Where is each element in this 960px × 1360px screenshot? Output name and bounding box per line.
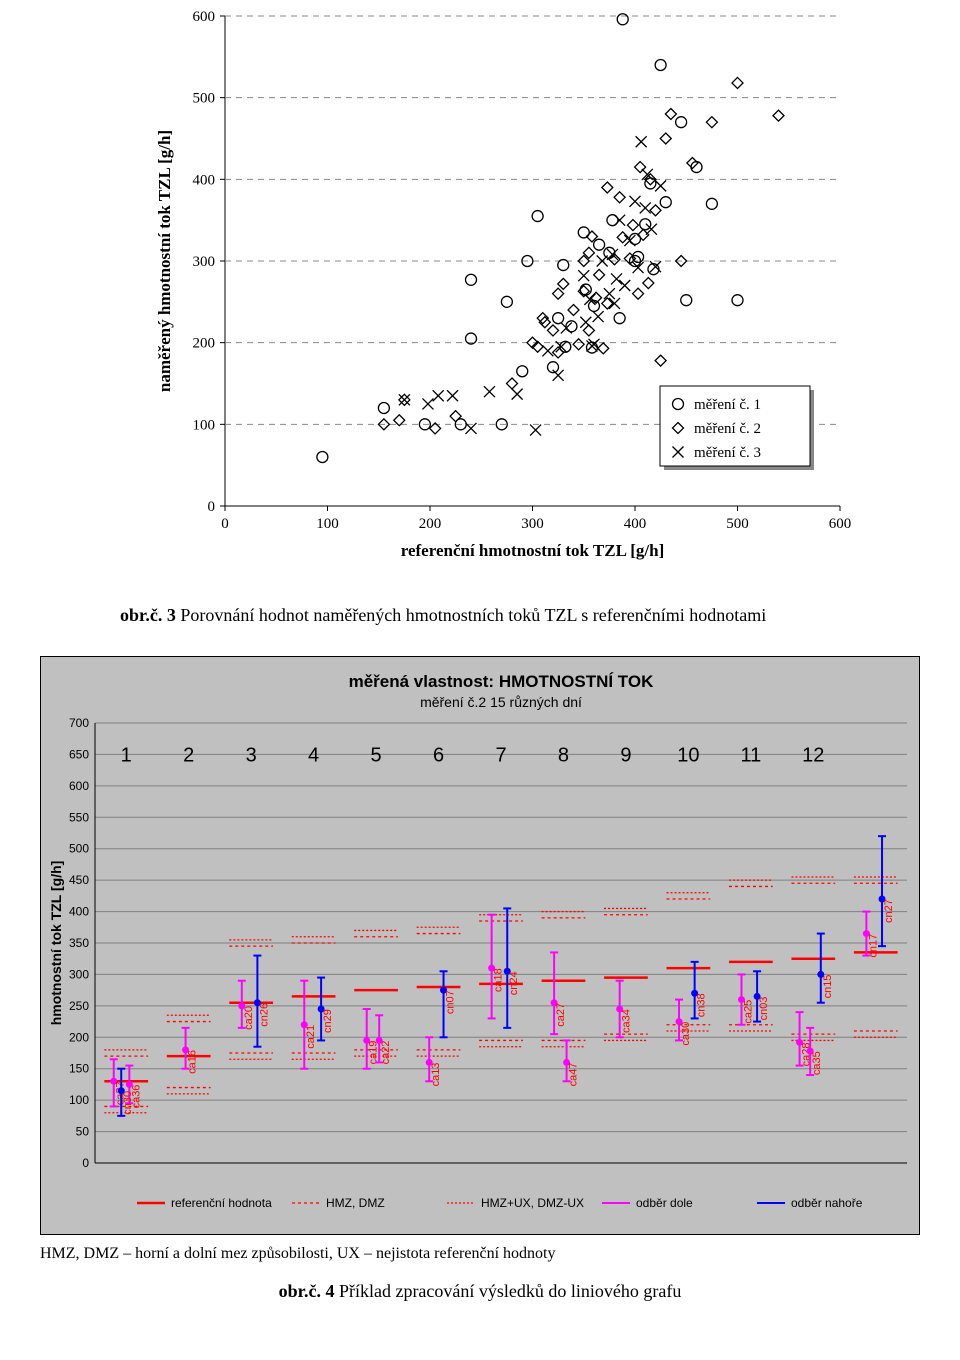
svg-text:2: 2 <box>183 744 194 766</box>
svg-text:měření č.2 15 různých dní: měření č.2 15 různých dní <box>420 694 582 710</box>
svg-text:cn27: cn27 <box>883 899 895 923</box>
svg-text:cn26: cn26 <box>258 1003 270 1027</box>
svg-text:1: 1 <box>121 744 132 766</box>
svg-text:ca47: ca47 <box>568 1063 580 1087</box>
svg-text:HMZ+UX, DMZ-UX: HMZ+UX, DMZ-UX <box>481 1196 584 1210</box>
svg-text:600: 600 <box>69 779 89 793</box>
svg-text:ca18: ca18 <box>493 968 505 992</box>
svg-text:odběr dole: odběr dole <box>636 1196 693 1210</box>
svg-text:200: 200 <box>419 516 442 532</box>
svg-text:100: 100 <box>69 1093 89 1107</box>
svg-text:200: 200 <box>69 1030 89 1044</box>
svg-text:cn38: cn38 <box>696 993 708 1017</box>
svg-text:ca19: ca19 <box>368 1041 380 1065</box>
svg-text:cn24: cn24 <box>508 971 520 995</box>
svg-text:měřená vlastnost: HMOTNOSTNÍ T: měřená vlastnost: HMOTNOSTNÍ TOK <box>349 672 655 691</box>
svg-text:9: 9 <box>620 744 631 766</box>
caption-1-text: Porovnání hodnot naměřených hmotnostních… <box>180 605 766 625</box>
svg-text:cn15: cn15 <box>822 975 834 999</box>
svg-text:hmotnostní tok TZL [g/h]: hmotnostní tok TZL [g/h] <box>48 861 64 1026</box>
svg-text:500: 500 <box>193 91 216 107</box>
svg-text:měření č. 3: měření č. 3 <box>694 445 761 461</box>
svg-text:cn03: cn03 <box>758 997 770 1021</box>
svg-text:cn17: cn17 <box>867 934 879 958</box>
svg-text:250: 250 <box>69 999 89 1013</box>
caption-1: obr.č. 3 Porovnání hodnot naměřených hmo… <box>120 605 920 626</box>
svg-text:cn07: cn07 <box>445 990 457 1014</box>
svg-text:12: 12 <box>802 744 824 766</box>
svg-text:6: 6 <box>433 744 444 766</box>
svg-text:ca22: ca22 <box>380 1041 392 1065</box>
svg-text:600: 600 <box>193 9 216 25</box>
svg-text:650: 650 <box>69 747 89 761</box>
svg-text:naměřený hmotnostní tok TZL [g: naměřený hmotnostní tok TZL [g/h] <box>155 130 174 392</box>
svg-text:3: 3 <box>246 744 257 766</box>
svg-text:ca30: ca30 <box>680 1022 692 1046</box>
svg-text:cn29: cn29 <box>322 1009 334 1033</box>
svg-text:200: 200 <box>193 336 216 352</box>
svg-text:50: 50 <box>76 1125 90 1139</box>
svg-text:10: 10 <box>677 744 699 766</box>
svg-text:300: 300 <box>521 516 544 532</box>
svg-text:450: 450 <box>69 873 89 887</box>
svg-text:ca20: ca20 <box>243 1006 255 1030</box>
svg-text:8: 8 <box>558 744 569 766</box>
svg-text:měření č. 2: měření č. 2 <box>694 421 761 437</box>
svg-text:700: 700 <box>69 716 89 730</box>
svg-text:5: 5 <box>371 744 382 766</box>
caption-1-bold: obr.č. 3 <box>120 605 176 625</box>
svg-text:150: 150 <box>69 1062 89 1076</box>
svg-text:300: 300 <box>193 254 216 270</box>
svg-text:odběr nahoře: odběr nahoře <box>791 1196 863 1210</box>
svg-text:0: 0 <box>82 1156 89 1170</box>
svg-text:500: 500 <box>69 842 89 856</box>
svg-text:11: 11 <box>740 744 761 766</box>
caption-2-bold: obr.č. 4 <box>279 1281 335 1301</box>
svg-text:HMZ, DMZ: HMZ, DMZ <box>326 1196 385 1210</box>
svg-text:100: 100 <box>316 516 339 532</box>
svg-text:ca21: ca21 <box>305 1025 317 1049</box>
svg-text:300: 300 <box>69 967 89 981</box>
svg-text:4: 4 <box>308 744 319 766</box>
svg-text:ca25: ca25 <box>742 1000 754 1024</box>
svg-text:ca16: ca16 <box>187 1050 199 1074</box>
svg-text:550: 550 <box>69 810 89 824</box>
svg-text:měření č. 1: měření č. 1 <box>694 397 761 413</box>
scatter-chart: 0 100 200 300 400 500 600 0 100 200 300 400 500 600 re… <box>140 6 920 591</box>
svg-text:0: 0 <box>221 516 229 532</box>
svg-text:ca13: ca13 <box>430 1063 442 1087</box>
svg-text:ca34: ca34 <box>621 1009 633 1033</box>
svg-text:350: 350 <box>69 936 89 950</box>
svg-text:400: 400 <box>69 905 89 919</box>
svg-text:600: 600 <box>829 516 852 532</box>
svg-text:400: 400 <box>624 516 647 532</box>
svg-text:400: 400 <box>193 172 216 188</box>
caption-2-text: Příklad zpracování výsledků do liniového… <box>339 1281 681 1301</box>
svg-text:0: 0 <box>208 499 216 515</box>
footnote: HMZ, DMZ – horní a dolní mez způsobilost… <box>40 1245 920 1263</box>
svg-text:referenční hodnota: referenční hodnota <box>171 1196 272 1210</box>
caption-2: obr.č. 4 Příklad zpracování výsledků do … <box>40 1281 920 1302</box>
svg-text:7: 7 <box>495 744 506 766</box>
svg-text:ca27: ca27 <box>555 1003 567 1027</box>
svg-text:cn30: cn30 <box>122 1091 134 1115</box>
svg-text:100: 100 <box>193 417 216 433</box>
svg-text:referenční hmotnostní tok TZL: referenční hmotnostní tok TZL [g/h] <box>401 541 665 560</box>
line-chart-panel: měřená vlastnost: HMOTNOSTNÍ TOK měření č… <box>40 656 920 1235</box>
svg-text:ca35: ca35 <box>811 1051 823 1075</box>
svg-text:500: 500 <box>726 516 749 532</box>
